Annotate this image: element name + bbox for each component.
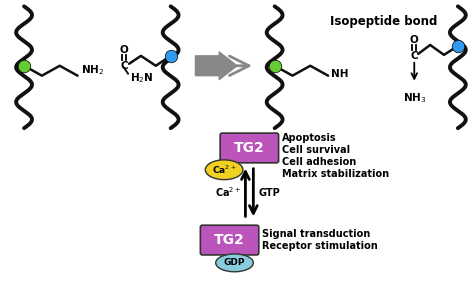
Text: O: O — [120, 45, 128, 55]
Text: NH$_2$: NH$_2$ — [81, 63, 104, 77]
Text: C: C — [410, 51, 418, 61]
Text: NH$_3$: NH$_3$ — [402, 92, 426, 105]
Text: Isopeptide bond: Isopeptide bond — [330, 15, 437, 28]
Text: C: C — [120, 61, 128, 71]
FancyBboxPatch shape — [220, 133, 279, 163]
Text: Cell adhesion: Cell adhesion — [282, 157, 356, 167]
Text: Ca$^{2+}$: Ca$^{2+}$ — [215, 186, 241, 199]
Text: Ca$^{2+}$: Ca$^{2+}$ — [212, 164, 237, 176]
Text: TG2: TG2 — [214, 233, 245, 247]
Text: H$_2$N: H$_2$N — [130, 71, 154, 85]
Text: GDP: GDP — [224, 258, 245, 267]
Text: O: O — [410, 35, 419, 45]
Text: Signal transduction: Signal transduction — [262, 229, 370, 239]
Text: GTP: GTP — [258, 188, 280, 198]
Ellipse shape — [205, 160, 243, 180]
Text: Matrix stabilization: Matrix stabilization — [282, 169, 389, 179]
Text: Apoptosis: Apoptosis — [282, 133, 336, 143]
Text: TG2: TG2 — [234, 141, 265, 155]
FancyArrow shape — [195, 52, 237, 80]
Text: NH: NH — [331, 69, 348, 79]
Text: Cell survival: Cell survival — [282, 145, 350, 155]
Text: Receptor stimulation: Receptor stimulation — [262, 241, 377, 251]
FancyBboxPatch shape — [201, 225, 259, 255]
Ellipse shape — [216, 254, 253, 272]
